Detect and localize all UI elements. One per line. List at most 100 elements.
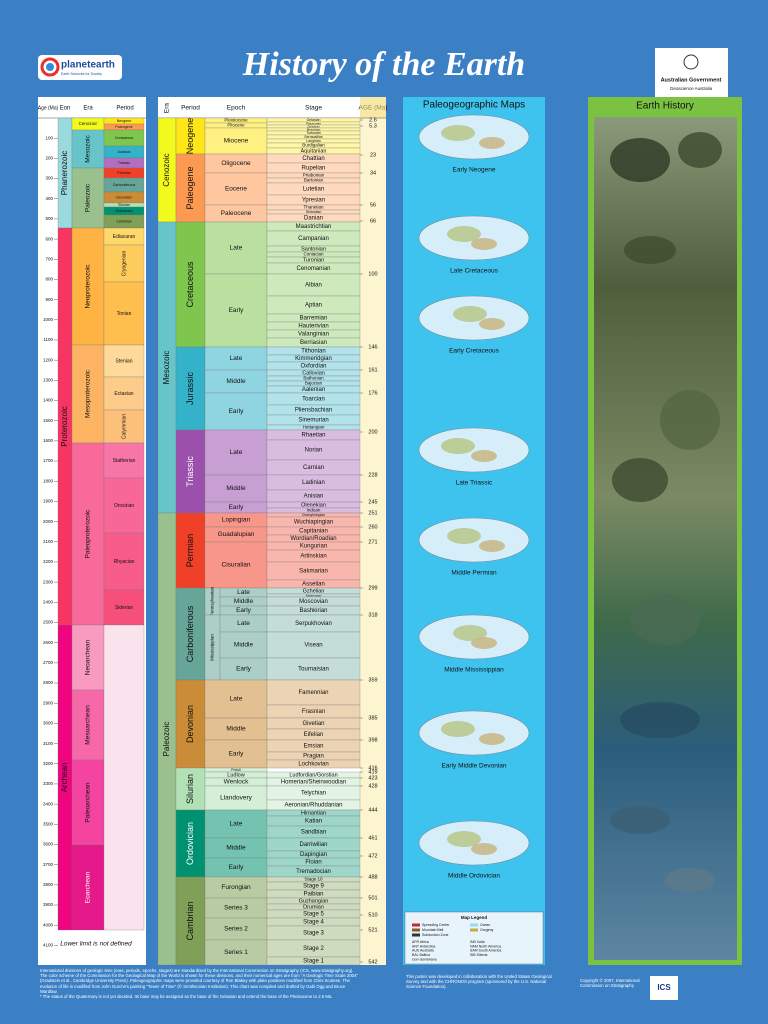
- period-label: Ordovician: [115, 209, 132, 213]
- age-label: 416: [368, 765, 377, 771]
- illustration-shape: [660, 390, 720, 450]
- period-label: Jurassic: [117, 150, 130, 154]
- epoch-label: Pleistocene: [224, 118, 248, 123]
- legend-swatch: [470, 923, 478, 927]
- legend-abbreviation: ANT Antarctica: [412, 944, 435, 948]
- stage: [266, 759, 361, 769]
- stage-label: Hettangian: [303, 425, 325, 430]
- age-tick-label: 3900: [43, 902, 54, 907]
- stage-label: Santonian: [301, 246, 326, 252]
- epoch-label: Oligocene: [221, 160, 251, 167]
- age-tick-label: 1700: [43, 458, 54, 463]
- age-tick-label: 2800: [43, 680, 54, 685]
- stage-label: Danian: [304, 216, 323, 222]
- logo-left-icon: [46, 63, 54, 71]
- stage-label: Chattian: [302, 156, 324, 162]
- epoch-label: Paleocene: [221, 210, 252, 217]
- epoch-label: Late: [230, 355, 243, 362]
- age-label: 100: [368, 271, 377, 277]
- stage-label: Berriasian: [300, 340, 327, 346]
- epoch: [204, 739, 268, 769]
- legend-swatch: [412, 923, 420, 927]
- stage-label: Rhaetian: [301, 433, 325, 439]
- stage-label: Aalenian: [302, 387, 325, 393]
- age-label: 271: [368, 539, 377, 545]
- landmass: [479, 137, 505, 149]
- stage-label: Anisian: [304, 494, 324, 500]
- age-label: 56: [370, 202, 376, 208]
- legend-item: Ocean: [480, 923, 490, 927]
- landmass: [447, 831, 481, 847]
- stage-label: Capitanian: [299, 529, 328, 535]
- undefined-note: Lower limit is not defined: [60, 941, 132, 948]
- stage-label: Turonian: [303, 257, 325, 263]
- footer-quaternary: * The status of the Quaternary is not ye…: [40, 994, 333, 1000]
- legend-abbreviation: BAL Baltica: [412, 953, 430, 957]
- stage-label: Kimmeridgian: [295, 356, 332, 362]
- period-label: Permian: [185, 534, 195, 568]
- age-tick-label: 3300: [43, 781, 54, 786]
- period-label: Triassic: [185, 456, 195, 487]
- footer-note-text: International divisions of geologic time…: [40, 968, 358, 994]
- illustration-shape: [665, 868, 715, 892]
- stage-label: Dapingian: [300, 852, 327, 858]
- stage-label: Sinemurian: [298, 418, 328, 424]
- age-label: 398: [368, 737, 377, 743]
- stage-label: Priabonian: [303, 173, 325, 178]
- globe-map: [418, 710, 530, 756]
- globe-map: [418, 427, 530, 473]
- period-label: Cryogenian: [121, 250, 127, 276]
- stage-label: Oxfordian: [300, 364, 326, 370]
- age-tick-label: 700: [45, 256, 53, 261]
- stage-label: Barremian: [300, 316, 328, 322]
- age-label: 472: [368, 853, 377, 859]
- age-tick-label: 100: [45, 135, 53, 140]
- stage-label: Aquitanian: [301, 148, 327, 154]
- era: [71, 759, 105, 846]
- period-label: Rhyacian: [114, 559, 135, 565]
- period-label: Permian: [117, 171, 130, 175]
- stage-label: Aeronian/Rhuddanian: [284, 803, 342, 809]
- stage-label: Pragian: [303, 754, 324, 760]
- stage-label: Serravallian: [304, 135, 323, 139]
- age-tick-label: 800: [45, 277, 53, 282]
- epoch: [204, 172, 268, 206]
- epoch-label: Lopingian: [222, 517, 251, 524]
- stage-label: Ludfordian/Gorstian: [289, 772, 337, 778]
- eon-label: Phanerozoic: [60, 151, 69, 195]
- era-label: Mesoarchean: [85, 705, 92, 745]
- age-tick-label: 200: [45, 156, 53, 161]
- age-label: 385: [368, 715, 377, 721]
- age-tick-label: 1800: [43, 478, 54, 483]
- age-label: 444: [368, 807, 377, 813]
- period-label: Neogene: [185, 118, 195, 155]
- epoch: [204, 221, 268, 275]
- stage-label: Guzhangian: [299, 898, 329, 904]
- stage-label: Ypresian: [302, 198, 325, 204]
- period-label: Devonian: [185, 705, 195, 743]
- period-label: Cambrian: [116, 219, 132, 223]
- epoch-label: Middle: [234, 598, 254, 605]
- epoch-label: Late: [230, 449, 243, 456]
- map-caption: Middle Permian: [451, 570, 497, 577]
- column-header: Era: [83, 106, 93, 112]
- stage-label: Kungurian: [300, 544, 327, 550]
- epoch-label: Late: [230, 696, 243, 703]
- age-label: 488: [368, 874, 377, 880]
- legend-swatch: [412, 933, 420, 937]
- age-column: [360, 97, 386, 965]
- landmass: [471, 843, 497, 855]
- era: [71, 344, 105, 444]
- period: [103, 344, 145, 378]
- epoch-label: Pridoli: [231, 768, 241, 772]
- column-header: Eon: [60, 106, 71, 112]
- age-tick-label: 400: [45, 196, 53, 201]
- epoch: [204, 429, 268, 476]
- stage-label: Sandbian: [301, 830, 326, 836]
- age-label: 318: [368, 612, 377, 618]
- landmass: [447, 528, 481, 544]
- stage-label: Sakmarian: [299, 569, 328, 575]
- epoch-label: Middle: [226, 726, 246, 733]
- age-tick-label: 1000: [43, 317, 54, 322]
- period-label: Cambrian: [185, 901, 195, 940]
